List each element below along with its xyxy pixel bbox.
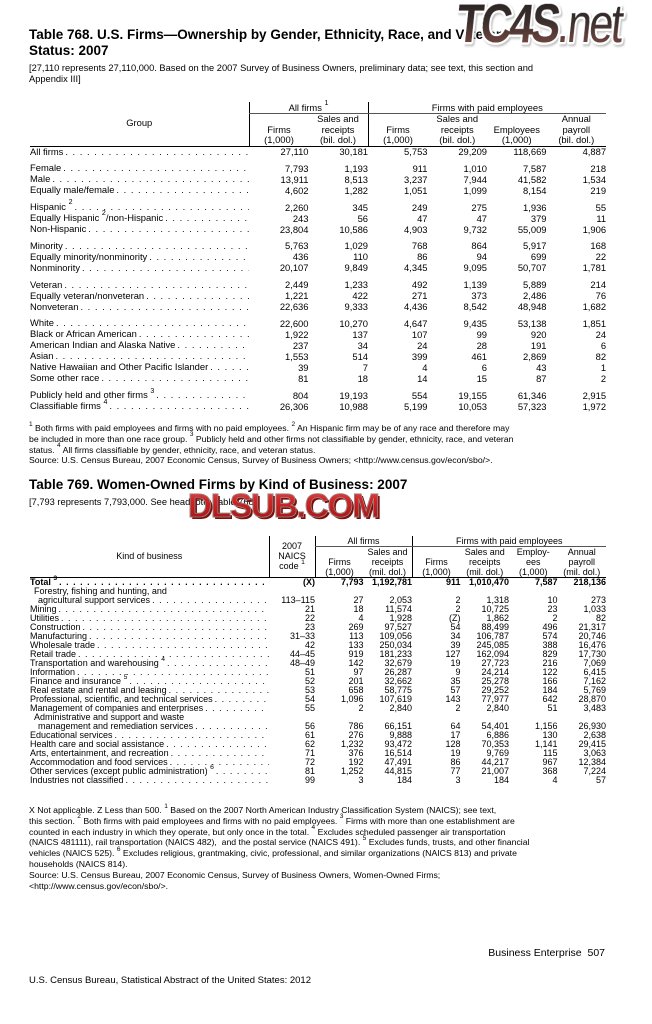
svg-text:DLSUB.COM: DLSUB.COM <box>188 489 379 524</box>
svg-text:TC4S.net: TC4S.net <box>454 0 627 50</box>
